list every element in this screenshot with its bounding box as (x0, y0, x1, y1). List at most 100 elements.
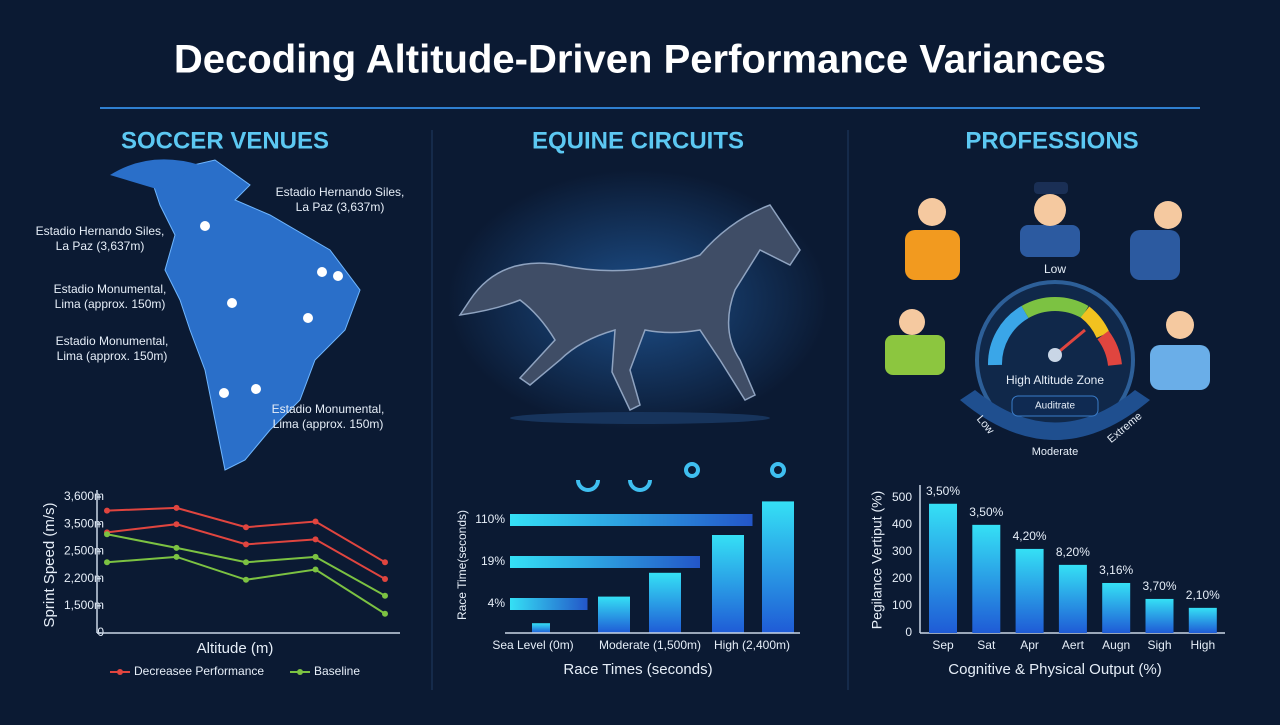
map-label: Estadio Monumental, (56, 334, 169, 348)
y-tick-label: 500 (892, 490, 912, 504)
y-tick-label: 0 (97, 625, 104, 639)
x-tick-label: Sigh (1147, 638, 1171, 652)
legend-label: Baseline (314, 664, 360, 678)
map-central-america (110, 159, 200, 190)
x-tick-label: Augn (1102, 638, 1130, 652)
point (312, 566, 319, 573)
y-axis-label: Sprint Speed (m/s) (41, 502, 58, 627)
y-tick-label: 0 (905, 625, 912, 639)
bar (972, 524, 1001, 633)
row-bar (510, 556, 700, 568)
y-tick-label: 200 (892, 571, 912, 585)
title: Decoding Altitude-Driven Performance Var… (174, 38, 1106, 82)
gauge-zone: High Altitude Zone (1006, 373, 1104, 387)
map-label: Lima (approx. 150m) (273, 417, 384, 431)
section-heading: PROFESSIONS (965, 127, 1138, 154)
bar (532, 623, 550, 633)
row-label: 4% (488, 596, 506, 610)
row-label: 19% (481, 554, 505, 568)
point (382, 575, 388, 582)
bar (1188, 607, 1217, 633)
worker-icons (885, 182, 1210, 390)
point (382, 559, 388, 566)
x-axis-label: Race Times (seconds) (563, 661, 712, 678)
y-tick-label: 3,600m (64, 489, 104, 503)
x-tick-label: Sea Level (0m) (492, 638, 573, 652)
y-tick-label: 2,500m (64, 544, 104, 558)
y-tick-label: 300 (892, 544, 912, 558)
bar-note: 3,16% (1099, 563, 1133, 577)
bar (598, 596, 630, 633)
gauge-scale: Moderate (1032, 446, 1078, 458)
series-line (106, 555, 386, 615)
map-label: Estadio Hernando Siles, (276, 185, 405, 199)
point (104, 531, 110, 538)
point (243, 524, 249, 531)
gauge-band: Auditrate (1035, 401, 1075, 412)
point (382, 592, 388, 599)
point (243, 559, 249, 566)
point (173, 544, 180, 551)
x-axis-label: Cognitive & Physical Output (%) (948, 661, 1161, 678)
bar-note: 3,50% (926, 484, 960, 498)
bar (1102, 582, 1131, 633)
horse (458, 204, 801, 412)
point (104, 559, 110, 566)
row-label: 110% (475, 512, 505, 526)
bar (1015, 548, 1044, 633)
y-tick-label: 1,500m (64, 598, 104, 612)
x-tick-label: Sat (977, 638, 996, 652)
bar (762, 501, 794, 633)
map-label: Lima (approx. 150m) (57, 349, 168, 363)
point (243, 576, 249, 583)
point (104, 507, 110, 514)
y-tick-label: 2,200m (64, 571, 104, 585)
point (312, 518, 319, 525)
map-pins (200, 221, 343, 398)
bar (712, 535, 744, 633)
point (173, 521, 180, 528)
gauge (960, 280, 1150, 440)
bar-note: 3,70% (1142, 579, 1176, 593)
row-bar (510, 514, 753, 526)
section-heading: SOCCER VENUES (121, 127, 329, 154)
y-tick-label: 3,500m (64, 516, 104, 530)
point (382, 610, 388, 617)
legend-swatch (297, 669, 303, 675)
horse-shadow (510, 412, 770, 424)
y-axis-label: Race Time(seconds) (455, 510, 469, 620)
map-label: La Paz (3,637m) (296, 200, 385, 214)
map-label: Estadio Hernando Siles, (36, 224, 165, 238)
series-line (106, 523, 386, 580)
x-axis-label: Altitude (m) (197, 640, 274, 657)
map-south-america (149, 159, 361, 471)
y-tick-label: 100 (892, 598, 912, 612)
bar (649, 572, 681, 633)
point (312, 536, 319, 543)
map-label: Estadio Monumental, (54, 282, 167, 296)
x-tick-label: Apr (1020, 638, 1039, 652)
bar-note: 3,50% (969, 505, 1003, 519)
bar-note: 8,20% (1056, 545, 1090, 559)
x-tick-label: Moderate (1,500m) (599, 638, 701, 652)
y-tick-label: 400 (892, 517, 912, 531)
x-tick-label: High (2,400m) (714, 638, 790, 652)
bar-note: 2,10% (1186, 588, 1220, 602)
gauge-top-label: Low (1044, 262, 1066, 276)
map-label: Estadio Monumental, (272, 402, 385, 416)
map-label: Lima (approx. 150m) (55, 297, 166, 311)
horseshoe-icons (576, 462, 786, 492)
bar (1145, 598, 1174, 633)
bar (929, 503, 957, 633)
map-label: La Paz (3,637m) (56, 239, 145, 253)
section-heading: EQUINE CIRCUITS (532, 127, 744, 154)
point (312, 553, 319, 560)
point (173, 504, 180, 511)
x-tick-label: Sep (932, 638, 954, 652)
legend-label: Decreasee Performance (134, 664, 264, 678)
bar (1058, 564, 1087, 633)
point (243, 541, 249, 548)
row-bar (510, 598, 588, 610)
x-tick-label: High (1190, 638, 1215, 652)
